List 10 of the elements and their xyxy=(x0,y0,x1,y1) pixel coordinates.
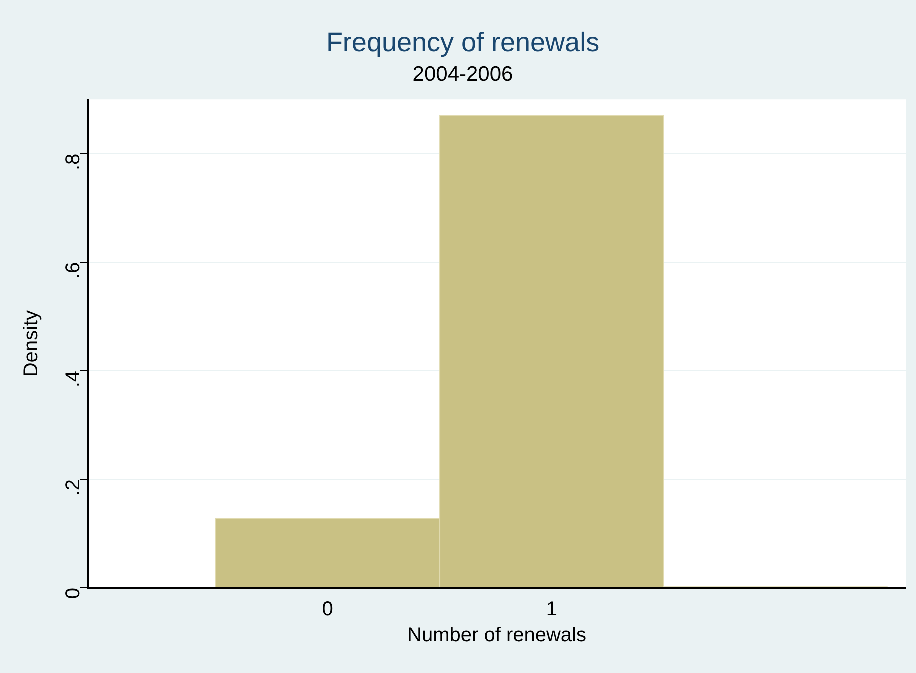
y-axis-title: Density xyxy=(20,310,43,378)
x-tick-label: 1 xyxy=(546,598,558,621)
y-tick-label: .6 xyxy=(62,262,85,280)
x-axis-title: Number of renewals xyxy=(408,624,586,647)
chart-title: Frequency of renewals xyxy=(326,28,600,58)
y-tick-label: .8 xyxy=(62,154,85,171)
y-tick-label: .4 xyxy=(62,370,85,388)
chart-subtitle: 2004-2006 xyxy=(412,62,514,86)
y-tick-label: .2 xyxy=(62,479,85,496)
y-tick-label: 0 xyxy=(62,588,85,600)
